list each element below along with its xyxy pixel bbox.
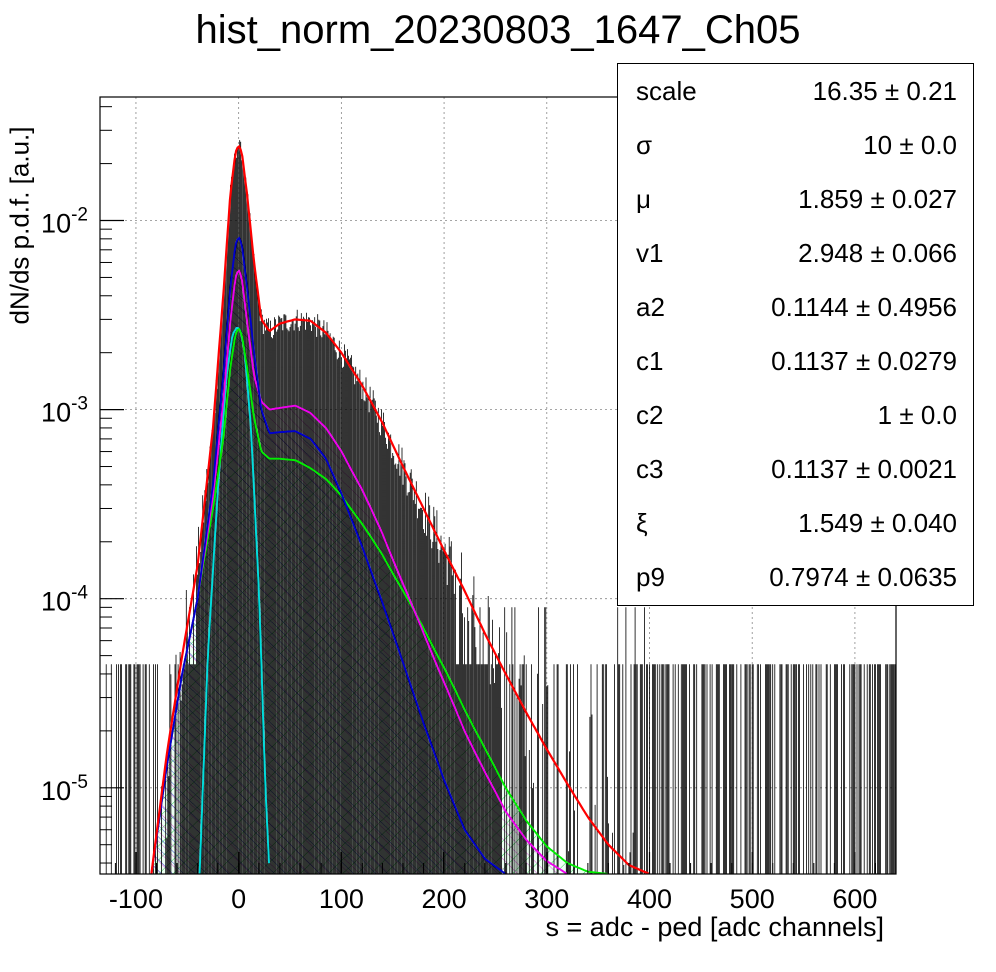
stat-row-sigma: σ 10 ± 0.0: [618, 118, 973, 172]
fit-curves: [150, 144, 650, 874]
y-tick-label: 10-2: [41, 205, 88, 239]
x-tick-label: 200: [422, 884, 467, 914]
stat-name: scale: [636, 76, 697, 106]
curve-total-fit: [150, 144, 650, 874]
stat-name: c2: [636, 400, 664, 430]
stat-name: c3: [636, 454, 664, 484]
stat-name: σ: [636, 130, 653, 160]
stat-value: 1.859 ± 0.027: [798, 184, 957, 214]
stat-value: 2.948 ± 0.066: [798, 238, 957, 268]
curve-pedestal-gauss: [198, 327, 270, 874]
stat-row-scale: scale 16.35 ± 0.21: [618, 64, 973, 118]
stat-value: 0.7974 ± 0.0635: [769, 562, 957, 592]
curve-component-hatch-green: [150, 327, 608, 874]
x-axis-label: s = adc - ped [adc channels]: [545, 912, 884, 942]
curve-component-hatch-blue: [150, 236, 507, 874]
y-tick-label: 10-4: [41, 583, 88, 617]
stat-row-p9: p9 0.7974 ± 0.0635: [618, 550, 973, 604]
x-tick-label: 100: [319, 884, 364, 914]
stat-value: 1.549 ± 0.040: [798, 508, 957, 538]
stat-row-c2: c2 1 ± 0.0: [618, 388, 973, 442]
stat-name: μ: [636, 184, 651, 214]
curve-component-hatch-magenta: [150, 269, 568, 874]
stat-name: v1: [636, 238, 664, 268]
stat-row-c3: c3 0.1137 ± 0.0021: [618, 442, 973, 496]
stat-name: c1: [636, 346, 664, 376]
x-tick-label: 600: [832, 884, 877, 914]
y-axis-label: dN/ds p.d.f. [a.u.]: [4, 126, 35, 325]
y-tick-label: 10-5: [41, 772, 88, 806]
stat-value: 0.1137 ± 0.0279: [771, 346, 957, 376]
stat-row-mu: μ 1.859 ± 0.027: [618, 172, 973, 226]
x-tick-label: 500: [730, 884, 775, 914]
fit-stats-box: scale 16.35 ± 0.21 σ 10 ± 0.0 μ 1.859 ± …: [617, 63, 974, 606]
x-tick-label: 400: [627, 884, 672, 914]
stat-value: 16.35 ± 0.21: [812, 76, 957, 106]
stat-name: a2: [636, 292, 665, 322]
y-tick-label: 10-3: [41, 394, 88, 428]
x-tick-label: 300: [524, 884, 569, 914]
stat-name: p9: [636, 562, 665, 592]
x-tick-label: 0: [231, 884, 246, 914]
stat-row-xi: ξ 1.549 ± 0.040: [618, 496, 973, 550]
stat-row-a2: a2 0.1144 ± 0.4956: [618, 280, 973, 334]
axes: -100 0 100 200 300 400 500 600 10-2 10-3 10-4 10-5: [41, 106, 897, 914]
stat-row-v1: v1 2.948 ± 0.066: [618, 226, 973, 280]
chart-title: hist_norm_20230803_1647_Ch05: [195, 8, 801, 52]
stat-value: 1 ± 0.0: [877, 400, 957, 430]
stat-value: 10 ± 0.0: [863, 130, 957, 160]
stat-value: 0.1137 ± 0.0021: [771, 454, 957, 484]
stat-row-c1: c1 0.1137 ± 0.0279: [618, 334, 973, 388]
stat-value: 0.1144 ± 0.4956: [771, 292, 957, 322]
stat-name: ξ: [636, 508, 648, 538]
x-tick-label: -100: [109, 884, 163, 914]
